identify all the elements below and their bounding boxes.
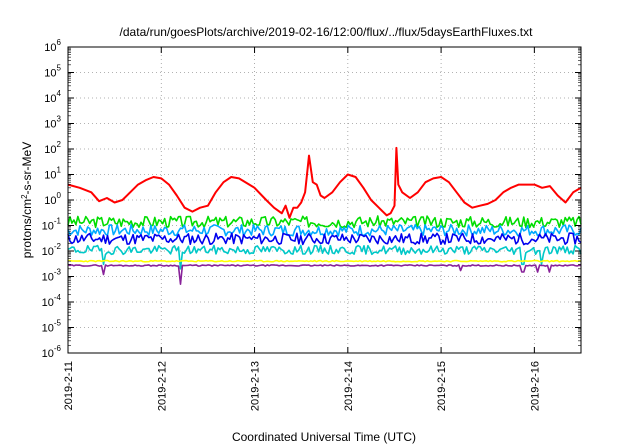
chart-title: /data/run/goesPlots/archive/2019-02-16/1… [120, 25, 534, 39]
y-tick-label: 10-2 [42, 242, 62, 258]
x-axis: 2019-2-11 2019-2-12 2019-2-13 2019-2-14 2019… [63, 47, 541, 411]
y-tick-label: 106 [44, 38, 61, 54]
x-tick-label: 2019-2-11 [63, 361, 75, 410]
y-tick-base: 10 [44, 119, 56, 131]
x-tick-label: 2019-2-12 [156, 361, 168, 411]
y-axis-label-sup: 2 [20, 194, 29, 199]
y-tick-label: 10-4 [42, 293, 62, 309]
series-line-1 [67, 146, 582, 219]
y-tick-base: 10 [44, 195, 56, 207]
y-tick-exponent: -1 [54, 217, 62, 226]
x-tick-label: 2019-2-14 [343, 361, 355, 411]
y-tick-base: 10 [42, 246, 54, 258]
series-line-5 [67, 244, 582, 270]
y-tick-label: 10-3 [42, 268, 62, 284]
y-tick-exponent: -3 [54, 268, 62, 277]
y-tick-base: 10 [44, 68, 56, 80]
y-tick-exponent: 4 [57, 89, 62, 98]
y-tick-base: 10 [42, 221, 54, 233]
y-tick-exponent: 0 [57, 191, 62, 200]
y-tick-label: 10-1 [42, 217, 62, 233]
y-tick-base: 10 [42, 323, 54, 335]
y-axis-label: protons/cm2-s-sr-MeV [20, 142, 35, 258]
y-tick-label: 102 [44, 140, 61, 156]
x-tick-label: 2019-2-13 [250, 361, 262, 411]
series-group [67, 146, 582, 285]
y-tick-label: 101 [44, 166, 61, 182]
y-tick-exponent: -2 [54, 242, 62, 251]
y-tick-exponent: 2 [57, 140, 62, 149]
y-axis-label-base: protons/cm [20, 199, 34, 258]
x-axis-label: Coordinated Universal Time (UTC) [232, 430, 416, 444]
y-tick-base: 10 [44, 93, 56, 105]
y-tick-label: 104 [44, 89, 61, 105]
y-tick-exponent: 1 [57, 166, 62, 175]
y-tick-base: 10 [44, 170, 56, 182]
grid [67, 46, 581, 354]
y-tick-exponent: -4 [54, 293, 62, 302]
y-tick-exponent: -5 [54, 319, 62, 328]
y-tick-label: 100 [44, 191, 61, 207]
y-axis: 10610510410310210110010-110-210-310-410-… [42, 38, 581, 360]
series-line-2 [67, 215, 582, 229]
y-tick-exponent: 6 [57, 38, 62, 47]
y-tick-label: 103 [44, 115, 61, 131]
y-tick-exponent: 3 [57, 115, 62, 124]
y-tick-exponent: 5 [57, 64, 62, 73]
y-tick-base: 10 [42, 272, 54, 284]
series-line-4 [67, 232, 582, 246]
y-tick-label: 10-5 [42, 319, 62, 335]
y-axis-label-rest: -s-sr-MeV [20, 142, 34, 195]
y-tick-base: 10 [44, 144, 56, 156]
y-tick-exponent: -6 [54, 344, 62, 353]
y-tick-base: 10 [44, 42, 56, 54]
series-line-7 [67, 264, 582, 285]
y-tick-base: 10 [42, 297, 54, 309]
y-tick-label: 105 [44, 64, 61, 80]
series-line-6 [67, 259, 582, 263]
y-tick-base: 10 [42, 348, 54, 360]
y-tick-label: 10-6 [42, 344, 62, 360]
x-tick-label: 2019-2-16 [529, 361, 541, 411]
x-tick-label: 2019-2-15 [436, 361, 448, 411]
